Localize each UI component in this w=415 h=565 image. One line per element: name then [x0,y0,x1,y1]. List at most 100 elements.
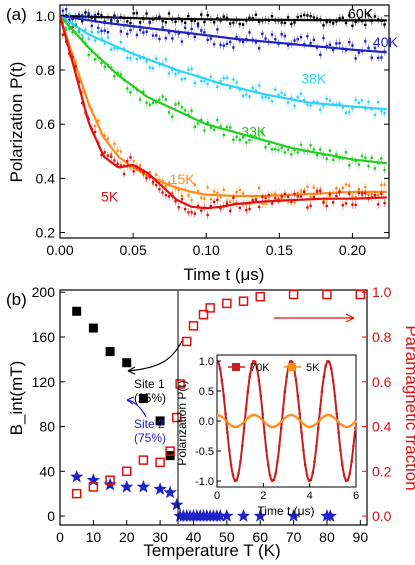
inset-data-point [216,413,220,417]
inset-data-point [352,422,355,425]
data-point [264,37,267,40]
data-point [376,193,380,197]
data-point [100,29,103,33]
inset-data-point [279,426,283,430]
inset-data-point [222,394,225,398]
data-point [335,20,338,23]
data-point [277,198,280,201]
data-point [219,207,222,210]
panel-b-ytick-left-label: 160 [32,329,56,345]
data-point [225,42,229,45]
data-point [232,78,235,81]
data-point [161,95,164,98]
data-point [280,21,283,24]
data-point [319,53,322,56]
data-point [261,32,264,35]
data-point [190,67,193,71]
inset-data-point [252,413,255,417]
panel-b: (b) 0 10 20 30 40 50 60 70 80 90040801201602000.0… [6,284,415,560]
data-point [222,15,225,18]
data-point [299,14,303,18]
inset-data-point [304,463,307,467]
data-point [193,35,197,39]
data-point [351,44,354,47]
panel-b-ytick-left-label: 80 [39,419,55,435]
data-point [315,190,319,193]
data-point [119,150,123,153]
data-point [235,35,238,39]
inset-data-point [229,463,233,467]
data-point [106,36,110,39]
data-point [212,21,216,24]
data-point [100,37,103,40]
data-point [212,190,216,193]
data-point [171,37,174,40]
data-point [306,35,309,38]
data-point [222,76,225,80]
data-point [376,56,380,60]
data-point [164,185,168,188]
data-point [148,170,151,174]
data-point [338,17,341,20]
inset-data-point [255,414,259,417]
data-point [335,153,338,156]
data-point [103,65,106,69]
inset-data-point [337,420,340,424]
data-point [196,24,200,28]
inset-data-point [285,375,288,379]
data-point [64,28,68,32]
data-point [264,202,267,205]
data-point [209,204,213,208]
data-point [344,183,348,186]
data-point [225,76,229,80]
data-point [335,194,338,198]
data-point [280,195,283,198]
data-point [167,12,171,15]
data-point [129,166,132,169]
inset-data-point [268,474,272,477]
data-point [103,42,106,45]
data-point [270,100,274,103]
data-point [257,186,261,190]
series-label: 38K [301,71,327,87]
data-point [274,192,277,195]
data-point [119,164,123,167]
inset-data-point [346,478,350,482]
data-point [151,180,155,184]
panel-b-xtick-label: 30 [152,529,168,545]
data-point [126,56,129,60]
data-point [93,130,97,134]
inset-data-point [309,425,313,429]
data-point [126,32,129,36]
data-point [93,13,97,17]
inset-xtick-label: 6 [353,490,359,502]
data-point [341,186,344,190]
data-point-open-square [138,455,149,465]
data-point [126,20,129,23]
fit-line [59,14,387,54]
data-point [373,167,377,170]
data-point [241,40,245,44]
data-point [312,186,316,189]
data-point [84,15,87,18]
inset-data-point [333,417,337,420]
data-point [151,101,155,104]
data-point [77,30,81,34]
inset-data-point [231,425,235,428]
data-point [302,190,306,194]
data-point [97,12,100,16]
data-point [122,164,126,167]
data-point [309,144,312,147]
data-point-star [86,473,100,486]
data-point [290,22,293,26]
inset-data-point [246,390,250,393]
inset-data-point [309,478,313,482]
site2-label: Site 2 [134,417,165,431]
inset-data-point [265,422,268,426]
data-point [274,147,277,151]
inset-data-point [287,414,290,417]
inset-xtick-label: 0 [214,490,220,502]
data-point [161,179,164,183]
data-point [257,84,261,87]
data-point [257,20,261,23]
